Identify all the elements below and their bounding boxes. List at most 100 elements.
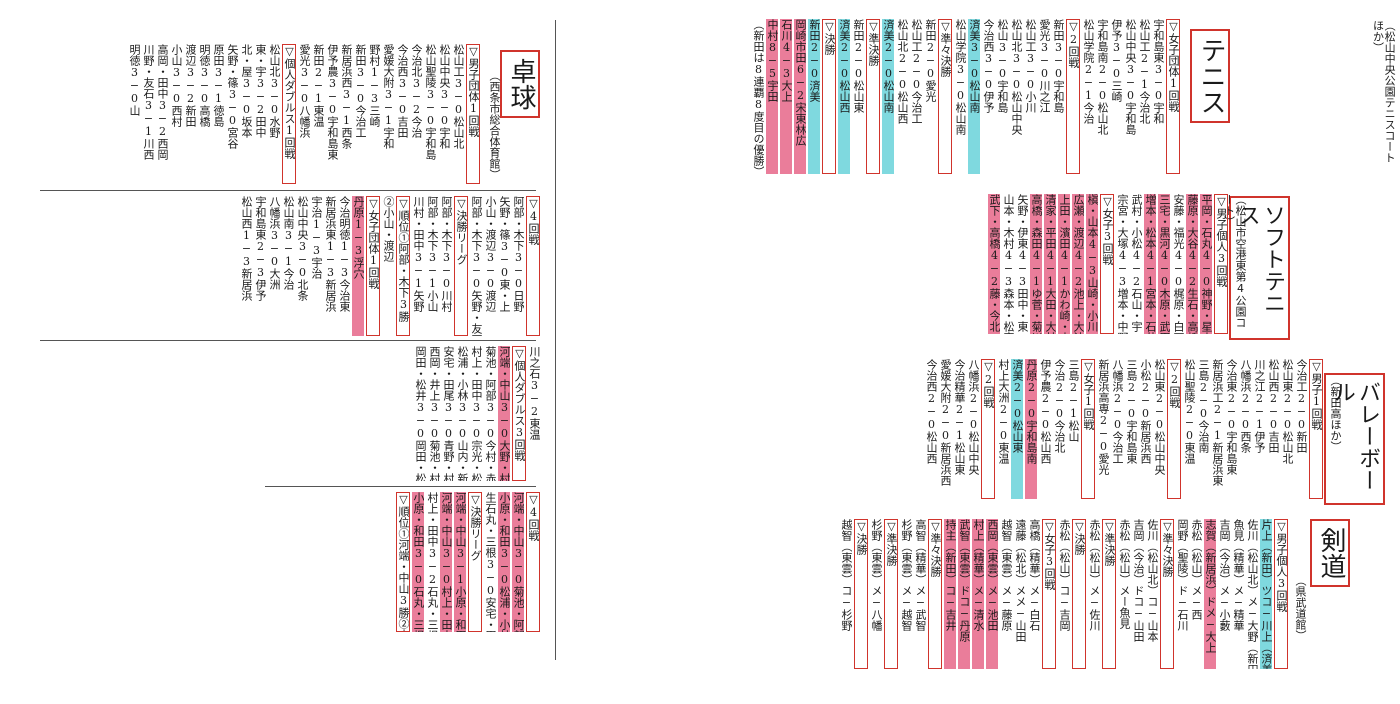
result-entry: 小原・和田3−0松浦・小林: [498, 492, 510, 632]
result-entry: 矢野・伊東4−3田中・東: [1016, 194, 1028, 332]
section-title: 剣道: [1310, 519, 1350, 587]
result-entry: 清家・平田4−1大田・大林: [1044, 194, 1056, 334]
results-row-1: ▽男子個人3回戦 平岡・石丸4−0神野・星山 藤原・大谷4−2生石・高橋 安藤・福光4…: [650, 194, 1228, 334]
result-entry: ▽決勝リーグ: [468, 492, 482, 632]
result-entry: 三島2−1松山: [1067, 359, 1079, 442]
result-entry: 松浦・小林3−0山内・新谷: [456, 346, 468, 481]
result-entry: 阿部・木下3−0日野: [512, 196, 524, 312]
result-entry: 岡野（聖陵）ド−石川: [1176, 519, 1188, 631]
result-entry: 越智（東雲）コ−杉野: [840, 519, 852, 631]
result-entry: 赤松（松山）コ−吉岡: [1058, 519, 1070, 631]
result-entry: 松山北3−0松山中央: [1010, 19, 1022, 135]
result-entry: 石川4−3大上: [780, 19, 792, 174]
result-entry: 愛媛大附2−0新居浜西: [939, 359, 951, 486]
section-table-tennis: 卓球 （西条市総合体育館） ▽男子団体1回戦 松山工3−0松山北 松山中央3−0宇和…: [40, 40, 540, 640]
result-entry: 松山西2−0吉田: [1267, 359, 1279, 453]
result-entry: 川之江2−1伊予: [1253, 359, 1265, 453]
result-entry: 愛光3−0八幡浜: [298, 44, 310, 138]
result-entry: 高橋・森田4−1ゆ菅・菊川: [1030, 194, 1042, 334]
result-entry: 明徳3−0山: [128, 44, 140, 116]
result-entry: 松山工2−0今治工: [910, 19, 922, 124]
result-entry: ▽男子個人3回戦: [1274, 519, 1288, 669]
section-soft-tennis: ソフトテニス （松山市空港東第4公園コート） ▽男子個人3回戦 平岡・石丸4−0神…: [650, 190, 1290, 340]
result-entry: 武村・小松4−2石山・宇: [1130, 194, 1142, 332]
result-entry: 渡辺3−2新田: [184, 44, 196, 127]
result-entry: 伊予農3−0宇和島東: [326, 44, 338, 160]
result-entry: 赤松（松山）メー魚見: [1118, 519, 1130, 629]
result-entry: 新田2−0愛光: [924, 19, 936, 102]
result-entry: 新田2−0済美: [808, 19, 820, 174]
result-entry: 村上大洲2−0東温: [997, 359, 1009, 464]
result-entry: 武智（東雲）ドコ−丹原: [958, 519, 970, 669]
result-entry: 生石丸・三根3−0安宅・田尾: [484, 492, 496, 632]
result-entry: ▽準決勝: [884, 519, 898, 669]
result-entry: 八幡浜2−0松山中央: [967, 359, 979, 475]
result-entry: ②小山・渡辺: [382, 196, 394, 262]
result-entry: 丹原2−0宇和島南: [1025, 359, 1037, 499]
result-entry: 矢野・篠3−0東・上: [498, 196, 510, 312]
result-entry: 愛光3−0川之江: [1038, 19, 1050, 113]
result-entry: 川野・友石3−1川西: [142, 44, 154, 160]
result-entry: 広瀬・渡辺4−2池上・大波: [1072, 194, 1084, 334]
result-entry: 野村1−3三崎: [368, 44, 380, 127]
result-entry: 伊予農2−0松山西: [1039, 359, 1051, 464]
result-entry: 平岡・石丸4−0神野・星山: [1200, 194, 1212, 334]
result-entry: 吉岡（今治）ドコ−山田: [1132, 519, 1144, 642]
result-entry: 松山中央3−0宇和島: [1124, 19, 1136, 135]
result-entry: 志賀（新居浜）ドメ−大上: [1204, 519, 1216, 669]
result-entry: 今治東2−0宇和島東: [1225, 359, 1237, 475]
result-entry: 魚見（精華）メ−精華: [1232, 519, 1244, 631]
result-entry: ▽準々決勝: [928, 519, 942, 669]
result-entry: 伊予3−0三崎: [1110, 19, 1122, 102]
result-entry: ▽男子1回戦: [1309, 359, 1323, 499]
results-row-3: 川之石3−2東温 ▽個人ダブルス3回戦 河端・中山3−0大野・村上 菊池・阿部3−0今…: [270, 346, 540, 481]
result-entry: 松山西1−3新居浜: [240, 196, 252, 301]
result-entry: 小原・和田3−0石丸・三根: [412, 492, 424, 632]
result-entry: （新田は8連覇8度目の優勝）: [752, 19, 764, 174]
result-entry: ▽2回戦: [1066, 19, 1080, 174]
result-entry: 済美3−0松山南: [968, 19, 980, 174]
result-entry: 佐川（松山北）コ−山本: [1146, 519, 1158, 642]
result-entry: 今治西2−0松山西: [925, 359, 937, 464]
result-entry: 宗宮・大塚4−3増本・中野: [1116, 194, 1128, 334]
result-entry: 三宅・黒河4−0木原・武田: [1158, 194, 1170, 334]
result-entry: 増本・松本4−1宮本・石井: [1144, 194, 1156, 334]
result-entry: ▽個人ダブルス3回戦: [512, 346, 526, 481]
result-entry: 松山北3−0水野: [268, 44, 280, 138]
result-entry: 松山3−0宇和島: [996, 19, 1008, 113]
result-entry: 高智（精華）メ−武智: [914, 519, 926, 631]
venue-label: （松山市空港東第4公園コート）: [1222, 194, 1247, 328]
result-entry: ▽女子団体1回戦: [366, 196, 380, 336]
divider: [40, 190, 536, 191]
result-entry: 岡田・松井3−0岡田・松井: [414, 346, 426, 481]
result-entry: 今治明徳1−3今治東: [338, 196, 350, 312]
result-entry: 今治2−0今治北: [1053, 359, 1065, 453]
section-tennis: テニス （松山中央公園テニスコートほか） ▽女子団体1回戦宇和島東3−0宇和松山…: [650, 15, 1230, 180]
result-entry: 松山聖陵3−0宇和島: [424, 44, 436, 160]
result-entry: 明徳3−0高橋: [198, 44, 210, 127]
result-entry: 松山工3−0小川: [1024, 19, 1036, 113]
result-entry: 新田2−1東温: [312, 44, 324, 127]
result-entry: 高岡・田中3−2西岡: [156, 44, 168, 160]
result-entry: 松山東2−0松山北: [1281, 359, 1293, 464]
result-entry: 松山中央3−0北条: [296, 196, 308, 301]
result-entry: 新居浜高専2−0愛光: [1097, 359, 1109, 475]
result-entry: ▽順位①阿部・木下3勝: [396, 196, 410, 336]
result-entry: 松山学院2−1今治: [1082, 19, 1094, 124]
result-entry: 阿部・木下3−0川村: [440, 196, 452, 312]
result-entry: 高橋（精華）メ−白石: [1028, 519, 1040, 631]
venue-label: （新田高ほか）: [1329, 375, 1342, 452]
result-entry: 八幡浜2−0西条: [1239, 359, 1251, 453]
result-entry: 八幡浜2−0今治工: [1111, 359, 1123, 464]
result-entry: 中村8−5宇田: [766, 19, 778, 174]
result-entry: 東・宇3−2田中: [254, 44, 266, 138]
section-title: バレーボール: [1324, 373, 1385, 505]
result-entry: 藤原・大谷4−2生石・高橋: [1186, 194, 1198, 334]
result-entry: 持主（新田）コ−吉井: [944, 519, 956, 669]
result-entry: ▽2回戦: [981, 359, 995, 499]
result-entry: 村上・田中3−0宗光・松本: [470, 346, 482, 481]
result-entry: ▽決勝: [822, 19, 836, 174]
divider: [265, 486, 536, 487]
result-entry: ▽男子個人3回戦: [1214, 194, 1228, 334]
section-kendo: 剣道 （県武道館） ▽男子個人3回戦 片上（新田）ツコ−川上（済美） 佐川（松山北）…: [580, 515, 1350, 675]
